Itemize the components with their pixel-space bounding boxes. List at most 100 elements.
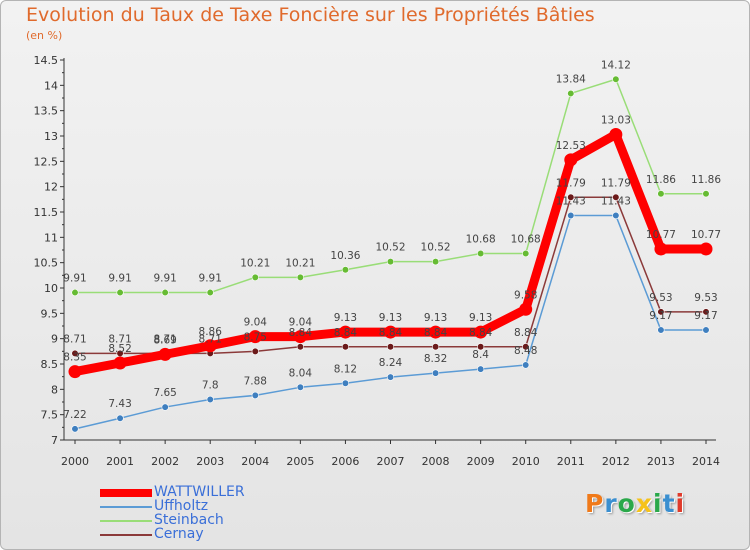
data-label: 10.36 bbox=[330, 250, 360, 262]
data-point bbox=[386, 373, 395, 381]
y-tick-label: 11 bbox=[44, 231, 58, 244]
y-tick-label: 10.5 bbox=[34, 257, 59, 270]
x-tick-label: 2011 bbox=[557, 455, 585, 468]
data-point bbox=[161, 403, 169, 411]
data-label: 11.79 bbox=[601, 177, 631, 189]
data-label: 8.84 bbox=[469, 327, 493, 339]
data-point bbox=[71, 349, 79, 357]
data-point bbox=[431, 343, 440, 351]
x-tick-label: 2006 bbox=[331, 455, 359, 468]
data-label: 9.17 bbox=[694, 310, 717, 322]
data-label: 13.03 bbox=[601, 114, 631, 126]
data-point bbox=[609, 127, 623, 141]
x-tick-label: 2012 bbox=[602, 455, 630, 468]
data-point bbox=[702, 326, 710, 334]
data-label: 8.24 bbox=[379, 357, 403, 369]
data-label: 9.53 bbox=[649, 292, 672, 304]
data-label: 9.91 bbox=[199, 273, 222, 285]
data-label: 7.65 bbox=[153, 387, 176, 399]
data-label: 8.12 bbox=[334, 363, 357, 375]
data-point bbox=[113, 356, 127, 370]
data-point bbox=[477, 343, 485, 351]
y-tick-label: 12 bbox=[44, 181, 58, 194]
data-label: 8.71 bbox=[108, 333, 131, 345]
data-point bbox=[251, 347, 259, 355]
data-point bbox=[296, 343, 304, 351]
data-label: 11.43 bbox=[601, 196, 631, 208]
chart-unit: (en %) bbox=[26, 29, 63, 42]
x-tick-label: 2004 bbox=[241, 455, 269, 468]
data-label: 13.84 bbox=[556, 73, 586, 85]
data-point bbox=[386, 258, 395, 266]
data-point bbox=[203, 339, 217, 353]
data-point bbox=[612, 193, 620, 201]
data-label: 9.04 bbox=[289, 317, 313, 329]
y-tick-label: 7.5 bbox=[41, 409, 59, 422]
data-point bbox=[338, 325, 352, 339]
data-point bbox=[71, 425, 79, 433]
data-point bbox=[431, 369, 440, 377]
data-label: 8.35 bbox=[63, 352, 86, 364]
data-label: 8.84 bbox=[334, 327, 358, 339]
x-tick-label: 2009 bbox=[467, 455, 495, 468]
data-point bbox=[296, 273, 304, 281]
axes: 7 7.5 8 8.5 9 9.5 10 10.5 11 11.5 12 12.5 13 13.5 14 14… bbox=[34, 54, 721, 468]
data-label: 10.68 bbox=[511, 234, 541, 246]
data-point bbox=[206, 288, 214, 297]
data-point bbox=[251, 273, 259, 281]
data-point bbox=[384, 325, 397, 339]
data-label: 9.91 bbox=[153, 273, 176, 285]
x-tick-label: 2014 bbox=[692, 455, 720, 468]
legend-swatch bbox=[100, 534, 152, 536]
data-label: 8.71 bbox=[153, 333, 176, 345]
logo-letter: i bbox=[653, 489, 663, 518]
data-label: 10.77 bbox=[691, 229, 721, 241]
data-label: 8.71 bbox=[63, 333, 86, 345]
data-label: 9.13 bbox=[469, 312, 492, 324]
data-point bbox=[296, 383, 304, 391]
y-tick-label: 14 bbox=[44, 79, 58, 92]
legend-swatch bbox=[100, 520, 152, 522]
legend-label: Uffholtz bbox=[154, 498, 209, 514]
y-tick-label: 7 bbox=[51, 434, 58, 447]
y-tick-label: 9.5 bbox=[41, 307, 59, 320]
legend-label: WATTWILLER bbox=[154, 484, 245, 500]
data-point bbox=[612, 211, 620, 220]
data-point bbox=[657, 190, 665, 198]
data-point bbox=[657, 326, 665, 334]
data-point bbox=[431, 258, 440, 266]
legend-swatch bbox=[100, 489, 152, 497]
x-tick-label: 2013 bbox=[647, 455, 675, 468]
data-label: 8.52 bbox=[108, 343, 131, 355]
data-point bbox=[116, 414, 124, 422]
x-tick-label: 2001 bbox=[106, 455, 134, 468]
data-label: 7.22 bbox=[63, 409, 86, 421]
data-point bbox=[116, 288, 124, 297]
y-tick-label: 9 bbox=[51, 333, 58, 346]
y-tick-label: 13.5 bbox=[34, 105, 59, 118]
data-point bbox=[158, 347, 172, 361]
data-point bbox=[522, 249, 530, 258]
data-label: 10.21 bbox=[285, 257, 315, 269]
data-point bbox=[522, 343, 530, 351]
data-point bbox=[522, 361, 530, 369]
data-label: 8.32 bbox=[424, 353, 447, 365]
data-label: 9.91 bbox=[63, 273, 86, 285]
data-label: 11.79 bbox=[556, 177, 586, 189]
data-point bbox=[702, 308, 710, 316]
x-tick-label: 2008 bbox=[422, 455, 450, 468]
data-point bbox=[429, 325, 443, 339]
series-layer bbox=[68, 75, 713, 433]
data-label: 11.86 bbox=[646, 174, 676, 186]
data-point bbox=[654, 242, 668, 256]
x-tick-label: 2003 bbox=[196, 455, 224, 468]
y-tick-label: 10 bbox=[44, 282, 58, 295]
data-label: 11.86 bbox=[691, 174, 721, 186]
data-point bbox=[341, 266, 350, 274]
data-label: 8.04 bbox=[289, 367, 313, 379]
logo-letter: o bbox=[617, 489, 636, 518]
data-point bbox=[657, 308, 665, 316]
y-tick-label: 8 bbox=[51, 383, 58, 396]
